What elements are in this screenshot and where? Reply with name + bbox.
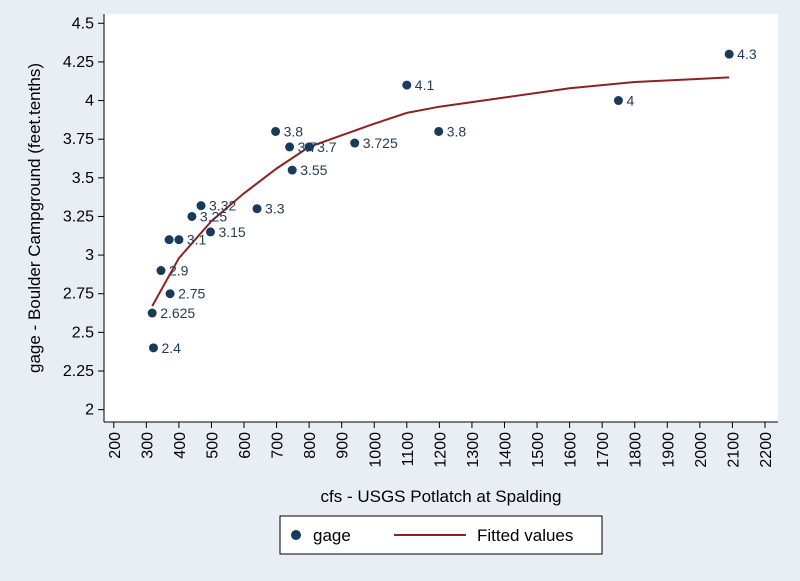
data-point-label: 3.1 <box>187 232 207 248</box>
y-tick-label: 4 <box>85 93 94 110</box>
data-point-label: 2.625 <box>160 305 195 321</box>
data-point <box>164 235 174 245</box>
data-point <box>304 142 314 152</box>
y-tick-label: 3.75 <box>63 131 94 148</box>
data-point-label: 3.8 <box>447 123 467 139</box>
x-tick-label: 1000 <box>367 432 384 468</box>
data-point-label: 4 <box>626 93 634 109</box>
data-point <box>271 126 281 136</box>
data-point <box>613 96 623 106</box>
data-point <box>174 235 184 245</box>
data-point <box>156 266 166 276</box>
legend-label-gage: gage <box>313 526 351 545</box>
x-axis-title: cfs - USGS Potlatch at Spalding <box>321 487 562 506</box>
legend-marker-icon <box>291 530 301 540</box>
x-tick-label: 1500 <box>530 432 547 468</box>
x-tick-label: 800 <box>302 432 319 459</box>
x-tick-label: 2100 <box>725 432 742 468</box>
data-point-label: 4.3 <box>737 46 757 62</box>
y-axis-title: gage - Boulder Campground (feet.tenths) <box>25 63 44 373</box>
data-point <box>196 201 206 211</box>
x-tick-label: 1200 <box>432 432 449 468</box>
x-tick-label: 1700 <box>595 432 612 468</box>
data-point <box>205 227 215 237</box>
data-point-label: 2.9 <box>169 263 189 279</box>
y-tick-label: 4.25 <box>63 54 94 71</box>
fitted-values-line <box>151 76 730 307</box>
y-tick-label: 2.25 <box>63 363 94 380</box>
x-tick-label: 400 <box>172 432 189 459</box>
data-point-label: 2.75 <box>178 286 205 302</box>
data-point-label: 3.55 <box>300 162 327 178</box>
data-point <box>187 211 197 221</box>
x-tick-label: 500 <box>204 432 221 459</box>
y-tick-label: 4.5 <box>72 15 94 32</box>
x-tick-label: 1900 <box>660 432 677 468</box>
x-tick-label: 1600 <box>563 432 580 468</box>
data-point <box>350 138 360 148</box>
x-tick-label: 1300 <box>465 432 482 468</box>
x-tick-label: 1800 <box>628 432 645 468</box>
data-point <box>285 142 295 152</box>
x-tick-label: 1100 <box>400 432 417 467</box>
y-tick-label: 2 <box>85 402 94 419</box>
data-point-label: 3.25 <box>200 208 227 224</box>
points-layer <box>147 49 734 353</box>
data-point <box>148 343 158 353</box>
data-point <box>165 289 175 299</box>
fit-line-layer <box>151 76 730 307</box>
y-tick-label: 2.5 <box>72 324 94 341</box>
data-point <box>147 308 157 318</box>
data-point-label: 3.725 <box>363 135 398 151</box>
legend-label-fitted: Fitted values <box>477 526 573 545</box>
data-point <box>434 126 444 136</box>
point-labels-layer: 2.6252.42.92.753.13.253.323.153.33.83.73… <box>160 46 757 356</box>
data-point-label: 3.3 <box>265 201 285 217</box>
y-tick-label: 3.5 <box>72 170 94 187</box>
x-tick-label: 600 <box>237 432 254 459</box>
x-tick-label: 700 <box>270 432 287 459</box>
x-tick-label: 1400 <box>497 432 514 468</box>
data-point-label: 2.4 <box>161 340 181 356</box>
x-tick-label: 200 <box>107 432 124 459</box>
axes: 2 2.25 2.5 2.75 3 3.25 3.5 3.75 4 4.25 4.5 200 300 40… <box>63 14 778 468</box>
y-tick-label: 3.25 <box>63 208 94 225</box>
legend: gage Fitted values <box>279 515 603 555</box>
data-point-label: 3.15 <box>218 224 245 240</box>
x-tick-label: 900 <box>335 432 352 459</box>
data-point <box>724 49 734 59</box>
data-point-label: 3.7 <box>317 139 337 155</box>
y-tick-label: 2.75 <box>63 286 94 303</box>
data-point-label: 3.32 <box>209 198 236 214</box>
data-point <box>287 165 297 175</box>
x-tick-label: 300 <box>139 432 156 459</box>
x-tick-label: 2000 <box>693 432 710 468</box>
data-point-label: 4.1 <box>415 77 435 93</box>
data-point <box>402 80 412 90</box>
data-point-label: 3.8 <box>284 123 304 139</box>
x-tick-label: 2200 <box>758 432 775 468</box>
data-point-label: 3.7 <box>298 139 318 155</box>
y-tick-label: 3 <box>85 247 94 264</box>
data-point <box>252 204 262 214</box>
